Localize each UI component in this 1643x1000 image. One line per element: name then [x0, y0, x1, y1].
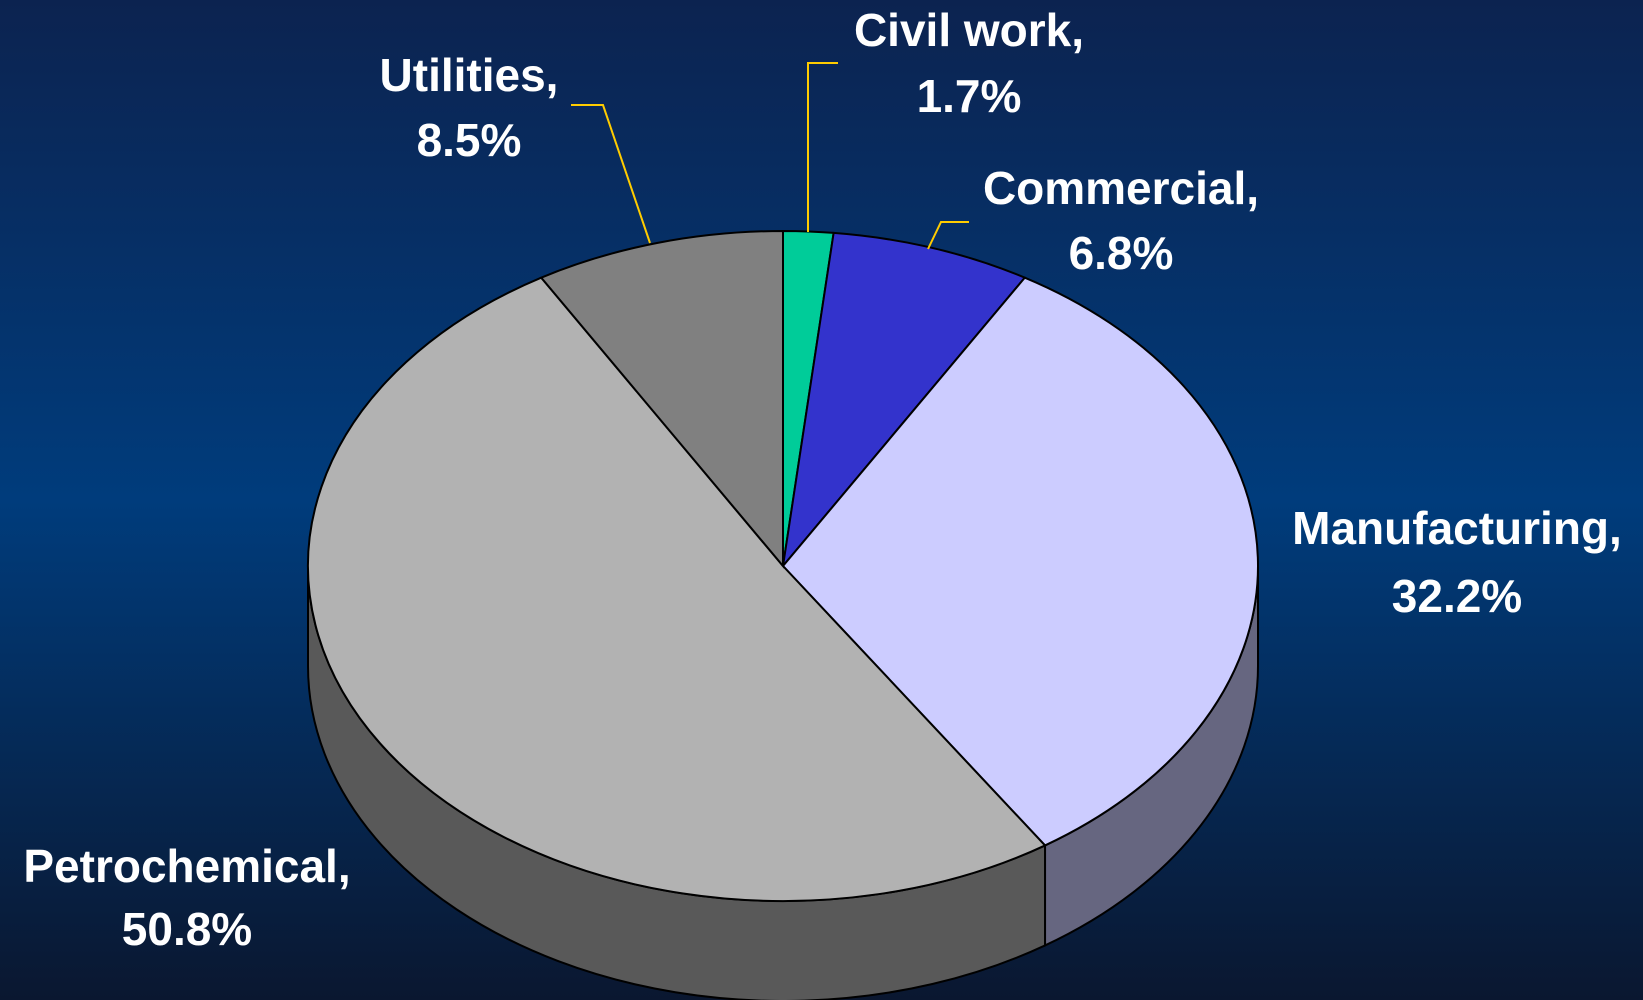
slice-value-label: 50.8%: [122, 903, 252, 955]
slice-label: Petrochemical,: [23, 840, 350, 892]
slice-label: Commercial,: [983, 162, 1259, 214]
slice-value-label: 1.7%: [917, 70, 1022, 122]
pie-slice: [781, 276, 1259, 847]
leader-line: [571, 104, 651, 244]
slice-value-label: 6.8%: [1069, 227, 1174, 279]
pie-slice: [307, 276, 1047, 902]
slice-label: Manufacturing,: [1292, 502, 1622, 554]
leader-line: [927, 221, 969, 250]
slice-label: Utilities,: [380, 49, 559, 101]
leader-line: [807, 62, 838, 232]
slice-value-label: 32.2%: [1392, 570, 1522, 622]
slice-label: Civil work,: [854, 4, 1084, 56]
pie-slice: [781, 231, 1027, 570]
slice-value-label: 8.5%: [417, 114, 522, 166]
pie-slice: [539, 229, 784, 569]
